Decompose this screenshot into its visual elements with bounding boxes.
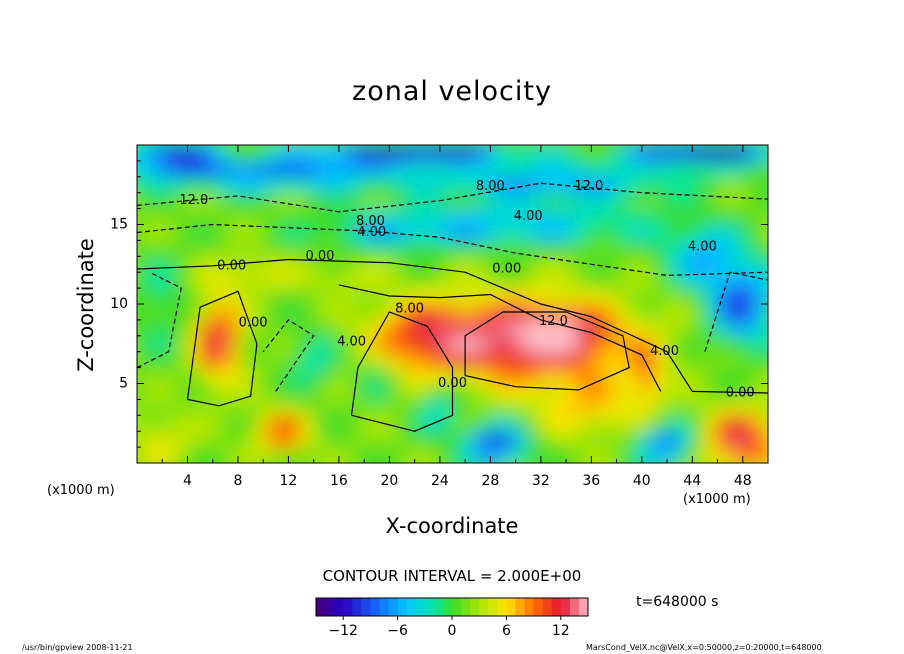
- colorbar-cell: [433, 598, 444, 616]
- contour-label: 4.00: [688, 239, 717, 254]
- velocity-field: [137, 145, 768, 463]
- contour-line: [137, 223, 768, 277]
- x-tick-label: 4: [183, 473, 192, 489]
- contour-line: [137, 271, 182, 369]
- x-tick-label: 40: [633, 473, 651, 489]
- contour-labels: 12.08.004.008.00 12.04.004.000.000.000.00…: [179, 179, 754, 401]
- contour-label: 4.00: [514, 209, 543, 224]
- colorbar-tick-label: 12: [552, 623, 570, 639]
- contour-line: [262, 319, 315, 392]
- contour-label: 4.00: [650, 344, 679, 359]
- y-tick-label: 5: [119, 376, 128, 392]
- colorbar-tick-label: −6: [387, 623, 408, 639]
- colorbar-cell: [334, 598, 344, 616]
- contour-label: 0.00: [217, 258, 246, 273]
- colorbar-cell: [479, 598, 489, 616]
- x-tick-label: 44: [683, 473, 701, 489]
- contour-label: 0.00: [492, 262, 521, 277]
- colorbar-cell: [388, 598, 399, 616]
- colorbar: −12 −6 0 6 12: [315, 597, 589, 639]
- contour-label: 4.00: [357, 225, 386, 240]
- x-tick-label: 36: [582, 473, 600, 489]
- contour-label: 0.00: [726, 386, 755, 401]
- colorbar-cell: [397, 598, 408, 616]
- contour-label: 0.00: [438, 376, 467, 391]
- contour-label: 4.00: [337, 335, 366, 350]
- colorbar-cell: [461, 598, 471, 616]
- contour-label: 8.00: [356, 214, 385, 229]
- colorbar-cell: [325, 598, 335, 616]
- colorbar-cell: [424, 598, 435, 616]
- x-tick-label: 12: [280, 473, 298, 489]
- colorbar-cell: [406, 598, 417, 616]
- x-axis-unit-left: (x1000 m): [47, 483, 115, 498]
- contour-line: [137, 258, 768, 394]
- y-tick-label: 15: [110, 217, 128, 233]
- colorbar-cell: [497, 598, 507, 616]
- colorbar-cell: [551, 598, 562, 616]
- chart-title: zonal velocity: [352, 76, 552, 107]
- footer-source: MarsCond_VelX.nc@VelX,x=0:50000,z=0:2000…: [586, 643, 822, 652]
- colorbar-cell: [352, 598, 362, 616]
- colorbar-cell: [506, 598, 516, 616]
- colorbar-cell: [379, 598, 390, 616]
- colorbar-cell: [370, 598, 380, 616]
- contour-label: 0.00: [306, 249, 335, 264]
- colorbar-cell: [560, 598, 571, 616]
- time-label: t=648000 s: [636, 594, 719, 610]
- contour-line: [186, 290, 258, 407]
- colorbar-cell: [415, 598, 426, 616]
- contour-line: [464, 311, 630, 391]
- colorbar-cell: [452, 598, 462, 616]
- contour-label: 8.00: [395, 301, 424, 316]
- colorbar-cell: [361, 598, 371, 616]
- contour-label: 12.0: [539, 314, 568, 329]
- colorbar-cell: [488, 598, 498, 616]
- colorbar-cell: [524, 598, 535, 616]
- colorbar-cell: [470, 598, 480, 616]
- colorbar-cell: [442, 598, 453, 616]
- contour-interval-label: CONTOUR INTERVAL = 2.000E+00: [322, 567, 582, 585]
- colorbar-cell: [578, 598, 589, 616]
- contour-label: 8.00: [476, 179, 505, 194]
- colorbar-cell: [343, 598, 353, 616]
- colorbar-tick-label: 0: [448, 623, 457, 639]
- contour-label: 12.0: [574, 179, 603, 194]
- y-tick-label: 10: [110, 296, 128, 312]
- colorbar-cell: [569, 598, 580, 616]
- contour-line: [704, 271, 768, 352]
- contour-line: [338, 284, 662, 392]
- colorbar-tick-label: −12: [328, 623, 358, 639]
- colorbar-tick-label: 6: [502, 623, 511, 639]
- x-axis-unit-right: (x1000 m): [683, 492, 751, 507]
- x-axis-label: X-coordinate: [385, 514, 519, 538]
- contour-line: [137, 182, 768, 213]
- colorbar-cell: [533, 598, 544, 616]
- colorbar-cell: [515, 598, 526, 616]
- x-tick-label: 8: [233, 473, 242, 489]
- colorbar-cell: [316, 598, 326, 616]
- x-tick-label: 28: [481, 473, 499, 489]
- contour-line: [350, 311, 454, 432]
- x-tick-label: 24: [431, 473, 449, 489]
- contour-label: 12.0: [179, 193, 208, 208]
- colorbar-cell: [542, 598, 553, 616]
- footer-command: /usr/bin/gpview 2008-11-21: [22, 643, 133, 652]
- contour-label: 0.00: [239, 316, 268, 331]
- contour-lines: [137, 182, 768, 432]
- x-tick-label: 32: [532, 473, 550, 489]
- x-tick-label: 20: [380, 473, 398, 489]
- x-tick-label: 16: [330, 473, 348, 489]
- x-tick-label: 48: [734, 473, 752, 489]
